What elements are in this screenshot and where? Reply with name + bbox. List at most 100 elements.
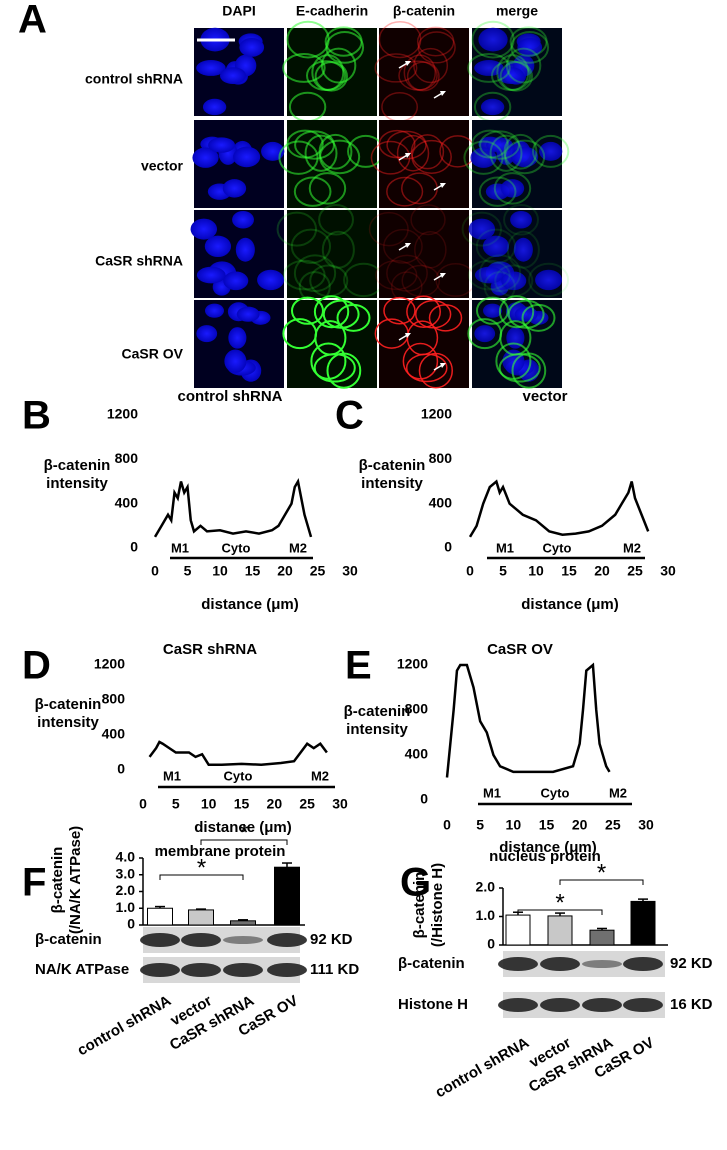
panel-letter: E xyxy=(345,644,372,688)
bar xyxy=(505,914,531,946)
membrane xyxy=(406,320,439,356)
membrane xyxy=(532,134,570,168)
membrane xyxy=(410,134,445,170)
micrograph xyxy=(379,28,469,116)
y-tick-label: 2.0 xyxy=(116,882,136,898)
y-tick-label: 400 xyxy=(102,726,126,742)
nucleus xyxy=(482,303,502,318)
x-tick-label: 15 xyxy=(234,796,250,812)
membrane xyxy=(475,296,509,325)
membrane xyxy=(378,21,422,59)
membrane xyxy=(495,342,532,380)
nucleus xyxy=(257,269,285,291)
x-tick-label: 5 xyxy=(476,817,484,833)
blot-band xyxy=(540,998,580,1012)
blot-band xyxy=(582,998,622,1012)
nucleus xyxy=(480,98,505,116)
x-tick-label: 10 xyxy=(528,563,544,579)
nucleus xyxy=(190,218,218,240)
membrane xyxy=(463,140,504,175)
significance-star: * xyxy=(597,859,606,886)
y-tick-label: 1200 xyxy=(107,406,138,422)
x-axis-label: distance (μm) xyxy=(201,596,299,613)
membrane xyxy=(417,31,456,64)
membrane xyxy=(413,47,449,84)
row-label: control shRNA xyxy=(85,71,183,87)
nucleus xyxy=(517,37,543,57)
region-label: Cyto xyxy=(541,785,570,800)
membrane xyxy=(374,53,418,83)
region-label: M1 xyxy=(483,785,501,800)
nucleus xyxy=(261,141,285,161)
x-tick-label: 10 xyxy=(201,796,217,812)
membrane xyxy=(318,203,354,236)
nucleus xyxy=(501,271,527,291)
nucleus xyxy=(192,147,219,168)
region-label: M2 xyxy=(623,540,641,555)
panel-letter: A xyxy=(18,0,47,42)
membrane xyxy=(286,20,330,59)
blot-band xyxy=(498,957,538,971)
x-tick-label: 20 xyxy=(277,563,293,579)
chart-title: CaSR shRNA xyxy=(163,641,257,658)
membrane xyxy=(478,176,517,207)
membrane xyxy=(403,54,437,91)
nucleus xyxy=(239,37,265,57)
panel-letter: B xyxy=(22,394,51,438)
region-label: M1 xyxy=(496,540,514,555)
membrane xyxy=(510,30,550,64)
x-tick-label: 5 xyxy=(499,563,507,579)
y-tick-label: 0 xyxy=(420,791,428,807)
nucleus xyxy=(235,237,255,262)
chart-title: control shRNA xyxy=(178,388,283,405)
significance-star: * xyxy=(239,819,248,846)
blot-band xyxy=(582,960,622,968)
nucleus xyxy=(204,303,224,318)
nucleus xyxy=(510,210,532,229)
nucleus xyxy=(196,60,226,76)
membrane xyxy=(467,259,511,291)
blot-band xyxy=(181,963,221,977)
bar xyxy=(147,907,173,926)
blot-size: 111 KD xyxy=(310,961,359,978)
membrane xyxy=(305,60,347,92)
nucleus xyxy=(468,218,496,240)
blot-band xyxy=(267,933,307,947)
blot-size: 16 KD xyxy=(670,996,713,1013)
x-tick-label: 30 xyxy=(638,817,654,833)
membrane xyxy=(506,230,540,269)
membrane xyxy=(475,228,517,265)
nucleus xyxy=(474,60,504,76)
nucleus xyxy=(196,325,218,343)
bar xyxy=(274,866,300,926)
chart-title: CaSR OV xyxy=(487,641,553,658)
y-tick-label: 1200 xyxy=(421,406,452,422)
y-axis-label: β-catenin xyxy=(49,847,66,914)
arrow-head xyxy=(405,153,411,158)
nucleus xyxy=(233,146,261,168)
profile-line xyxy=(445,662,611,778)
y-tick-label: 3.0 xyxy=(116,865,136,881)
x-tick-label: 0 xyxy=(443,817,451,833)
membrane xyxy=(499,320,532,356)
membrane xyxy=(507,299,545,329)
profile-line xyxy=(148,740,328,767)
x-tick-label: control shRNA xyxy=(433,1034,533,1101)
membrane xyxy=(313,295,350,329)
membrane xyxy=(290,296,324,325)
region-label: Cyto xyxy=(543,540,572,555)
profile-line xyxy=(468,479,650,538)
membrane xyxy=(499,61,533,92)
blot-size: 92 KD xyxy=(310,931,353,948)
row-label: vector xyxy=(141,158,184,174)
y-tick-label: 0 xyxy=(117,761,125,777)
x-tick-label: 30 xyxy=(660,563,676,579)
significance-star: * xyxy=(555,889,564,916)
y-tick-label: 400 xyxy=(115,494,139,510)
y-tick-label: 1.0 xyxy=(116,899,136,915)
membrane xyxy=(496,54,530,91)
x-tick-label: 5 xyxy=(184,563,192,579)
membrane xyxy=(479,130,520,160)
x-tick-label: 0 xyxy=(151,563,159,579)
